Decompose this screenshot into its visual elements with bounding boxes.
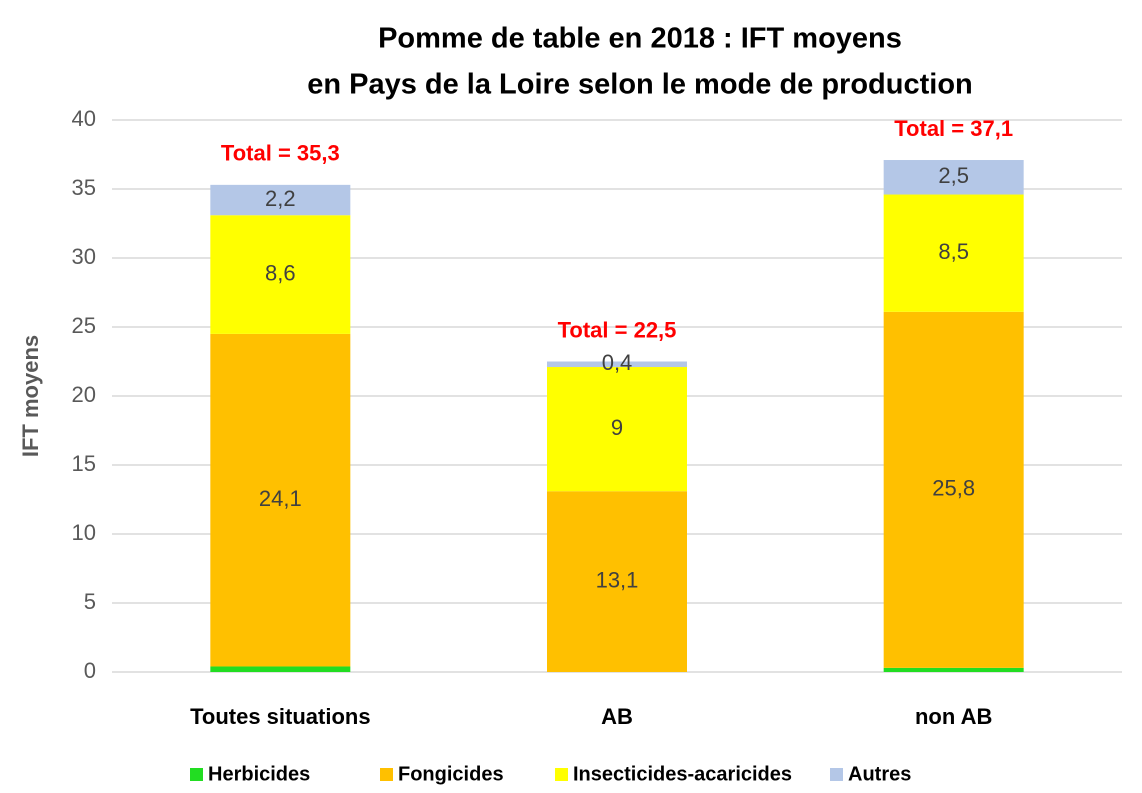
y-tick-label: 40 (72, 106, 96, 131)
total-annotation: Total = 22,5 (558, 317, 677, 342)
y-tick-label: 30 (72, 244, 96, 269)
bar-segment (210, 666, 351, 672)
total-annotation: Total = 35,3 (221, 141, 340, 166)
y-tick-label: 10 (72, 520, 96, 545)
bar-segment (210, 333, 351, 667)
y-tick-label: 35 (72, 175, 96, 200)
y-tick-label: 20 (72, 382, 96, 407)
legend-swatch (830, 768, 843, 781)
data-label: 2,2 (265, 186, 296, 211)
data-label: 2,5 (938, 163, 969, 188)
x-tick-label: AB (601, 704, 633, 729)
y-tick-label: 15 (72, 451, 96, 476)
legend-label: Autres (848, 763, 911, 785)
bar-segment (210, 184, 351, 216)
data-label: 25,8 (932, 476, 975, 501)
bar-segment (883, 194, 1024, 312)
bar-segment (547, 491, 687, 672)
bar-segment (210, 215, 351, 334)
data-label: 9 (611, 415, 623, 440)
data-label: 0,4 (602, 350, 633, 375)
bar-segment (547, 361, 687, 368)
data-label: 8,5 (938, 239, 969, 264)
data-label: 13,1 (596, 567, 639, 592)
legend-label: Fongicides (398, 763, 504, 785)
legend-label: Insecticides-acaricides (573, 763, 792, 785)
legend-swatch (380, 768, 393, 781)
data-label: 24,1 (259, 486, 302, 511)
chart-title: Pomme de table en 2018 : IFT moyens (378, 23, 902, 55)
y-axis-label: IFT moyens (18, 335, 43, 457)
y-tick-label: 25 (72, 313, 96, 338)
chart-title: en Pays de la Loire selon le mode de pro… (307, 69, 973, 101)
legend-swatch (555, 768, 568, 781)
bar-segment (883, 160, 1024, 195)
bar-segment (883, 667, 1024, 672)
x-tick-label: non AB (915, 704, 992, 729)
y-tick-label: 5 (84, 589, 96, 614)
total-annotation: Total = 37,1 (894, 116, 1013, 141)
legend-label: Herbicides (208, 763, 310, 785)
bar-segment (883, 311, 1024, 668)
legend-swatch (190, 768, 203, 781)
x-tick-label: Toutes situations (190, 704, 371, 729)
data-label: 8,6 (265, 260, 296, 285)
y-tick-label: 0 (84, 658, 96, 683)
bar-segment (547, 367, 687, 492)
